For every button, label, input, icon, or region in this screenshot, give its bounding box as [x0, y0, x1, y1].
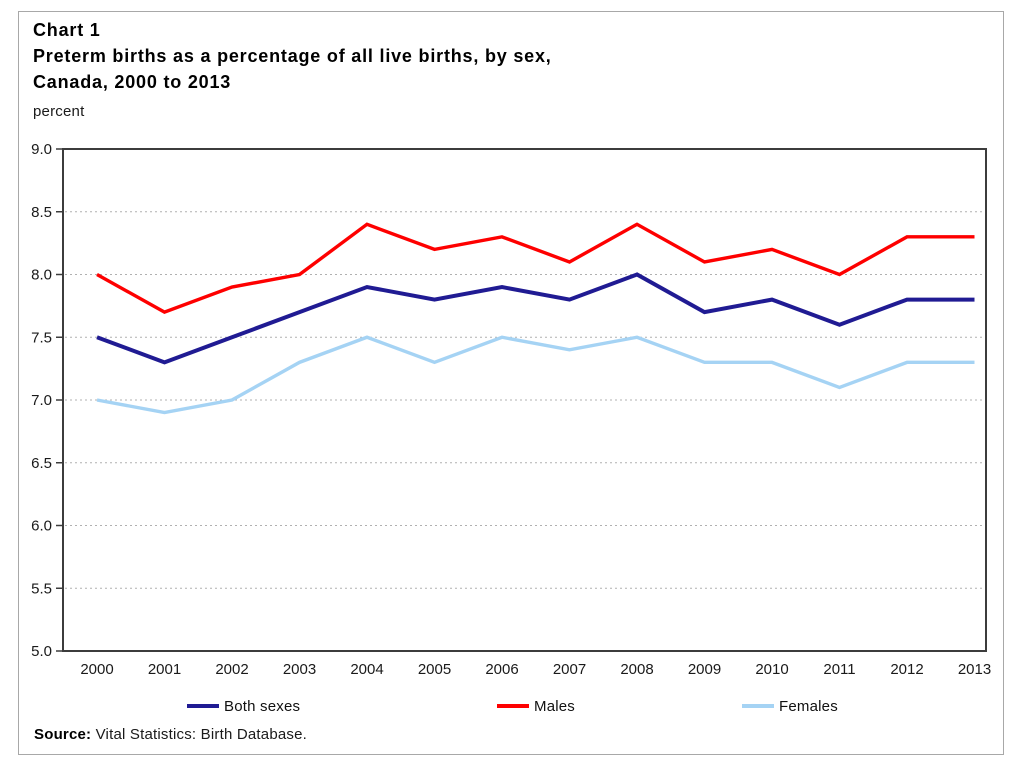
- y-axis-tick-label: 6.5: [31, 455, 52, 472]
- x-axis-tick-label: 2009: [688, 661, 721, 678]
- y-axis-tick-label: 7.0: [31, 392, 52, 409]
- series-line-females: [96, 335, 975, 415]
- chart-title-line-2: Canada, 2000 to 2013: [33, 72, 232, 92]
- x-axis-tick-label: 2013: [958, 661, 991, 678]
- source-note: Source: Vital Statistics: Birth Database…: [34, 726, 307, 743]
- legend-swatch-both-sexes: [187, 704, 219, 708]
- x-axis-tick-label: 2005: [418, 661, 451, 678]
- legend-item-both-sexes: Both sexes: [187, 696, 300, 716]
- y-axis-tick-label: 5.5: [31, 580, 52, 597]
- legend-swatch-females: [742, 704, 774, 708]
- x-axis-tick-label: 2006: [485, 661, 518, 678]
- title-block: Chart 1 Preterm births as a percentage o…: [33, 17, 552, 120]
- x-axis-tick-label: 2010: [755, 661, 788, 678]
- legend-item-females: Females: [742, 696, 838, 716]
- x-axis-tick-label: 2000: [80, 661, 113, 678]
- source-label: Source:: [34, 726, 92, 743]
- series-line-both-sexes: [96, 272, 975, 365]
- source-text: Vital Statistics: Birth Database.: [95, 726, 308, 743]
- y-axis-tick-label: 8.0: [31, 267, 52, 284]
- y-axis-unit-label: percent: [33, 103, 85, 120]
- legend-item-males: Males: [497, 696, 575, 716]
- x-axis-tick-label: 2007: [553, 661, 586, 678]
- line-chart-plot: 5.0 5.5 6.0 6.5 7.0 7.5 8.0 8.5 9.0 2000 2001 2002 2…: [31, 141, 991, 678]
- x-axis-tick-label: 2003: [283, 661, 316, 678]
- y-axis-tick-label: 5.0: [31, 643, 52, 660]
- x-axis-tick-label: 2004: [350, 661, 383, 678]
- chart-legend: Both sexes Males Females: [19, 696, 1003, 718]
- legend-swatch-males: [497, 704, 529, 708]
- x-axis-tick-label: 2001: [148, 661, 181, 678]
- y-axis-tick-label: 7.5: [31, 329, 52, 346]
- x-axis-tick-label: 2011: [823, 661, 855, 678]
- x-axis-tick-label: 2002: [215, 661, 248, 678]
- chart-figure: Chart 1 Preterm births as a percentage o…: [18, 11, 1004, 755]
- x-axis-tick-label: 2008: [620, 661, 653, 678]
- x-axis-tick-label: 2012: [890, 661, 923, 678]
- plot-border: [62, 148, 987, 652]
- y-axis-tick-label: 6.0: [31, 518, 52, 535]
- chart-title-line-1: Preterm births as a percentage of all li…: [33, 46, 552, 66]
- chart-number: Chart 1: [33, 20, 101, 40]
- y-axis-tick-label: 8.5: [31, 204, 52, 221]
- legend-label-males: Males: [534, 697, 576, 715]
- series-line-males: [96, 222, 975, 315]
- legend-label-both-sexes: Both sexes: [224, 697, 301, 715]
- y-axis-tick-label: 9.0: [31, 141, 52, 158]
- legend-label-females: Females: [779, 697, 838, 715]
